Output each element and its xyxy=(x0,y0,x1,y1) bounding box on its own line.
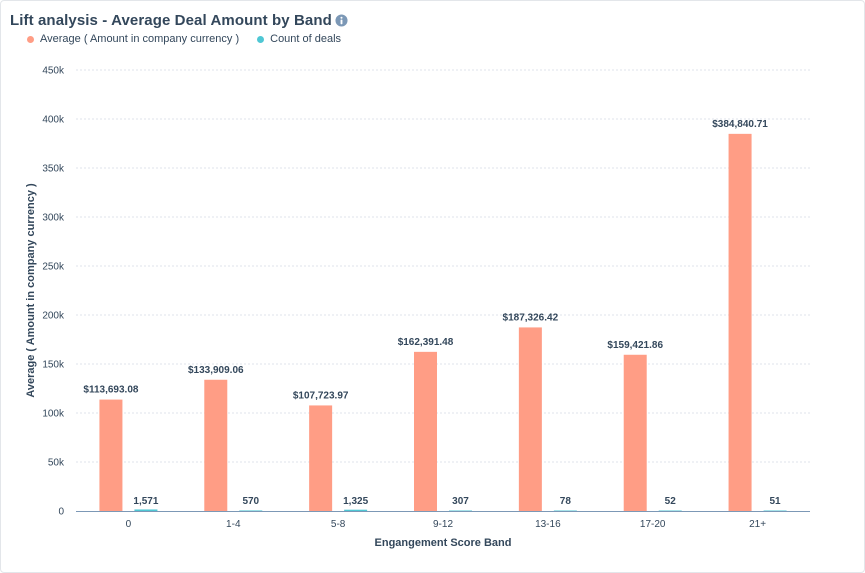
legend-item-average[interactable]: Average ( Amount in company currency ) xyxy=(27,33,239,45)
bars xyxy=(99,133,787,512)
bar-average[interactable] xyxy=(309,405,333,511)
x-tick-label: 17-20 xyxy=(640,519,666,530)
y-tick-label: 200k xyxy=(42,311,65,322)
y-tick-label: 250k xyxy=(42,262,65,273)
data-labels: $113,693.08 1,571 $133,909.06 570 $107,723.9… xyxy=(83,119,781,507)
x-tick-label: 0 xyxy=(126,519,132,530)
legend-swatch-count xyxy=(257,35,265,43)
chart-title: Lift analysis - Average Deal Amount by B… xyxy=(10,11,332,29)
y-tick-label: 400k xyxy=(42,115,65,126)
data-label-average: $187,326.42 xyxy=(503,312,559,323)
data-label-average: $107,723.97 xyxy=(293,390,349,401)
x-tick-label: 21+ xyxy=(749,519,766,530)
y-tick-label: 300k xyxy=(42,213,65,224)
data-label-average: $159,421.86 xyxy=(607,340,663,351)
chart-header: Lift analysis - Average Deal Amount by B… xyxy=(10,9,348,31)
data-label-average: $384,840.71 xyxy=(712,119,768,130)
bar-average[interactable] xyxy=(728,133,752,511)
x-axis-ticks: 0 1-4 5-8 9-12 13-16 17-20 21+ xyxy=(126,519,767,530)
info-icon[interactable] xyxy=(335,13,348,27)
bar-count[interactable] xyxy=(344,509,368,511)
data-label-count: 52 xyxy=(665,496,677,507)
x-tick-label: 5-8 xyxy=(331,519,346,530)
y-axis-ticks: 0 50k 100k 150k 200k 250k 300k 350k 400k 450k xyxy=(42,66,65,518)
bar-average[interactable] xyxy=(414,351,437,511)
legend-swatch-average xyxy=(27,35,34,43)
bar-average[interactable] xyxy=(623,354,647,511)
legend-item-count[interactable]: Count of deals xyxy=(257,33,341,45)
y-tick-label: 350k xyxy=(42,164,65,175)
y-tick-label: 150k xyxy=(42,360,65,371)
data-label-count: 1,325 xyxy=(343,496,368,507)
data-label-average: $133,909.06 xyxy=(188,365,244,376)
data-label-count: 570 xyxy=(242,496,259,507)
y-tick-label: 50k xyxy=(48,458,65,469)
legend-label-count: Count of deals xyxy=(270,33,342,45)
y-tick-label: 450k xyxy=(42,66,65,77)
y-tick-label: 100k xyxy=(42,409,65,420)
bar-count[interactable] xyxy=(553,510,577,512)
data-label-count: 1,571 xyxy=(133,496,158,507)
bar-average[interactable] xyxy=(518,327,542,511)
bar-count[interactable] xyxy=(658,510,682,512)
data-label-count: 307 xyxy=(452,496,469,507)
y-axis-title: Average ( Amount in company currency ) xyxy=(25,183,37,398)
y-tick-label: 0 xyxy=(58,507,64,518)
data-label-count: 78 xyxy=(560,496,572,507)
x-axis-title: Engangement Score Band xyxy=(375,537,512,549)
gridlines xyxy=(76,69,810,463)
bar-count[interactable] xyxy=(449,510,472,512)
bar-average[interactable] xyxy=(99,399,123,511)
legend-label-average: Average ( Amount in company currency ) xyxy=(40,33,240,45)
bar-count[interactable] xyxy=(134,509,158,511)
bar-count[interactable] xyxy=(763,510,787,512)
data-label-average: $162,391.48 xyxy=(398,337,454,348)
x-tick-label: 1-4 xyxy=(226,519,241,530)
bar-average[interactable] xyxy=(204,379,228,511)
x-tick-label: 9-12 xyxy=(433,519,453,530)
data-label-count: 51 xyxy=(770,496,782,507)
x-tick-label: 13-16 xyxy=(535,519,561,530)
legend: Average ( Amount in company currency ) C… xyxy=(27,31,341,47)
bar-count[interactable] xyxy=(239,510,263,511)
data-label-average: $113,693.08 xyxy=(83,385,138,396)
